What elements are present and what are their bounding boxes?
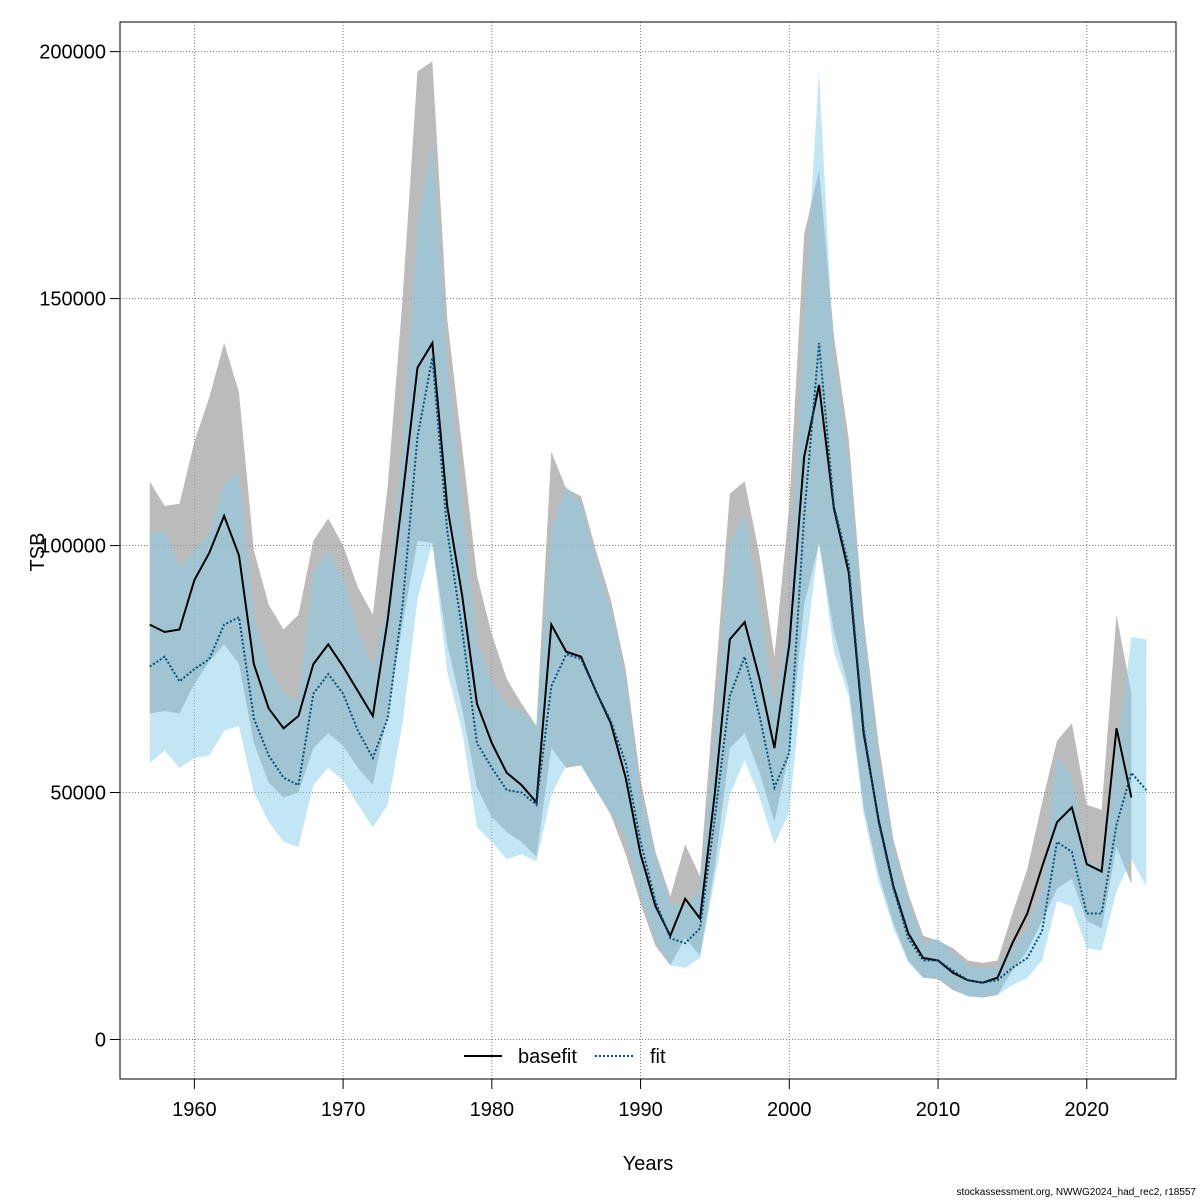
x-axis: 1960 1970 1980 1990 2000 2010 2020 — [172, 1078, 1110, 1121]
x-tick-label: 2000 — [767, 1099, 812, 1121]
series-lines — [149, 339, 1148, 984]
confidence-bands — [149, 61, 1147, 998]
y-tick-label: 50000 — [50, 783, 106, 805]
y-tick-label: 150000 — [39, 289, 106, 311]
x-tick-label: 2020 — [1065, 1099, 1110, 1121]
footer-credit: stockassessment.org, NWWG2024_had_rec2, … — [956, 1187, 1196, 1198]
x-axis-title: Years — [623, 1153, 673, 1175]
y-tick-label: 200000 — [39, 42, 106, 64]
legend: basefit fit — [464, 1046, 666, 1068]
y-tick-label: 100000 — [39, 536, 106, 558]
x-tick-label: 1990 — [618, 1099, 663, 1121]
x-tick-label: 1960 — [172, 1099, 217, 1121]
line-basefit — [149, 339, 1133, 984]
y-axis: 0 50000 100000 150000 200000 — [39, 42, 121, 1051]
x-tick-label: 1980 — [470, 1099, 515, 1121]
line-fit — [149, 342, 1148, 984]
y-axis-title: TSB — [27, 533, 49, 572]
x-tick-label: 2010 — [916, 1099, 961, 1121]
legend-basefit-label: basefit — [518, 1046, 577, 1068]
band-fit — [149, 71, 1147, 998]
y-tick-label: 0 — [95, 1029, 106, 1051]
legend-fit-label: fit — [650, 1046, 666, 1068]
x-tick-label: 1970 — [321, 1099, 366, 1121]
